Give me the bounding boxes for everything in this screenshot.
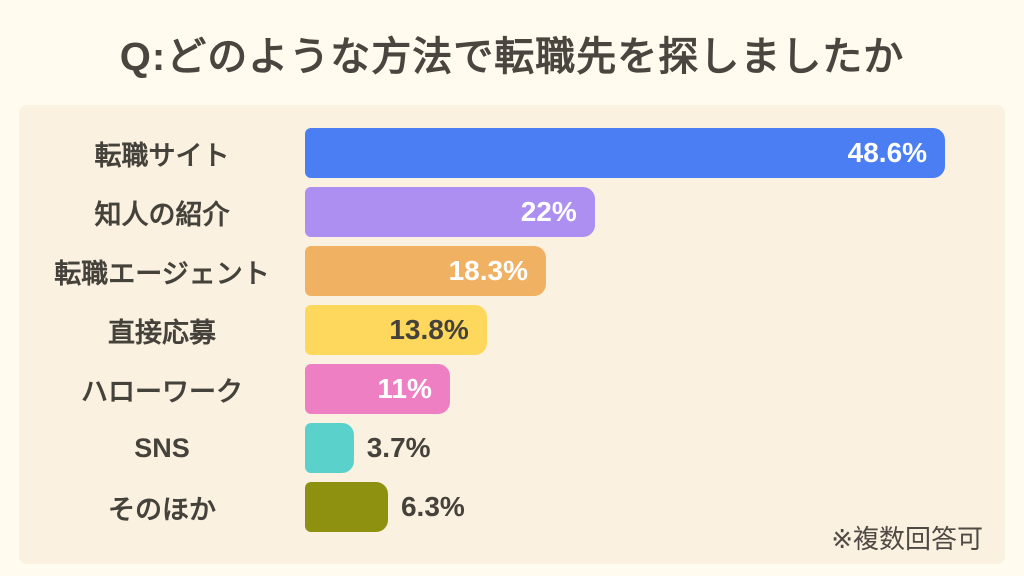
category-label: ハローワーク — [81, 376, 243, 407]
value-label: 48.6% — [847, 137, 928, 168]
chart-row: 知人の紹介 22% — [19, 187, 1005, 237]
value-label: 13.8% — [389, 314, 469, 345]
category-label: 転職エージェント — [54, 258, 270, 289]
chart-row: SNS 3.7% — [19, 423, 1005, 473]
bar: 11% — [305, 364, 450, 414]
value-label: 18.3% — [448, 255, 528, 286]
bar-track: 13.8% — [305, 305, 1005, 355]
value-label-outside: 3.7% — [366, 432, 431, 463]
category-label: 知人の紹介 — [94, 199, 230, 230]
chart-row: 転職サイト 48.6% — [19, 128, 1005, 178]
value-label-outside: 6.3% — [400, 491, 465, 522]
category-label: SNS — [134, 432, 190, 463]
chart-title: Q:どのような方法で転職先を探しましたか — [119, 34, 905, 79]
bar-track: 18.3% — [305, 246, 1005, 296]
footnote: ※複数回答可 — [831, 524, 983, 554]
chart-row: 転職エージェント 18.3% — [19, 246, 1005, 296]
value-label: 22% — [520, 196, 577, 227]
category-label: そのほか — [108, 494, 216, 525]
chart-row: ハローワーク 11% — [19, 364, 1005, 414]
category-label: 転職サイト — [94, 140, 230, 171]
title-band: Q:どのような方法で転職先を探しましたか — [0, 0, 1024, 105]
bar-chart: 転職サイト 48.6% 知人の紹介 22% 転職エージェント 18.3% 直接応… — [19, 128, 1005, 532]
bar: 18.3% — [305, 246, 546, 296]
bar-track: 22% — [305, 187, 1005, 237]
bar: 48.6% — [305, 128, 946, 178]
chart-row: そのほか 6.3% — [19, 482, 1005, 532]
bar: 22% — [305, 187, 595, 237]
bar-track: 48.6% — [305, 128, 1005, 178]
bar — [305, 482, 388, 532]
bar-track: 6.3% — [305, 482, 1005, 532]
chart-panel: 転職サイト 48.6% 知人の紹介 22% 転職エージェント 18.3% 直接応… — [19, 105, 1005, 564]
chart-row: 直接応募 13.8% — [19, 305, 1005, 355]
bar-track: 11% — [305, 364, 1005, 414]
category-label: 直接応募 — [108, 317, 216, 348]
bar-track: 3.7% — [305, 423, 1005, 473]
value-label: 11% — [377, 373, 432, 404]
bar — [305, 423, 354, 473]
bar: 13.8% — [305, 305, 487, 355]
